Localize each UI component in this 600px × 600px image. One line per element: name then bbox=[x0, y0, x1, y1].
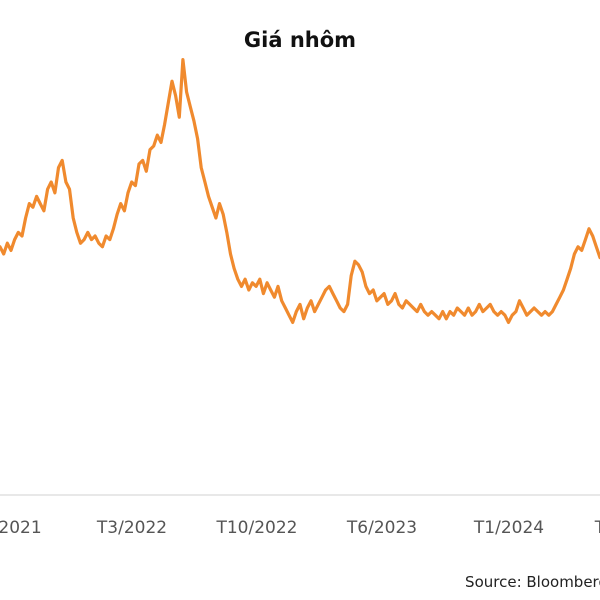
chart-title: Giá nhôm bbox=[243, 28, 357, 52]
x-tick-label: 2021 bbox=[0, 518, 42, 538]
x-tick-label: T bbox=[594, 518, 600, 538]
x-tick-label: T6/2023 bbox=[346, 518, 417, 538]
x-tick-label: T1/2024 bbox=[473, 518, 544, 538]
x-tick-label: T3/2022 bbox=[96, 518, 167, 538]
price-series-line bbox=[0, 57, 600, 324]
x-tick-label: T10/2022 bbox=[215, 518, 297, 538]
source-note: Source: Bloomberg bbox=[465, 573, 600, 591]
x-tick-labels: 2021 T3/2022 T10/2022 T6/2023 T1/2024 T bbox=[0, 518, 600, 538]
